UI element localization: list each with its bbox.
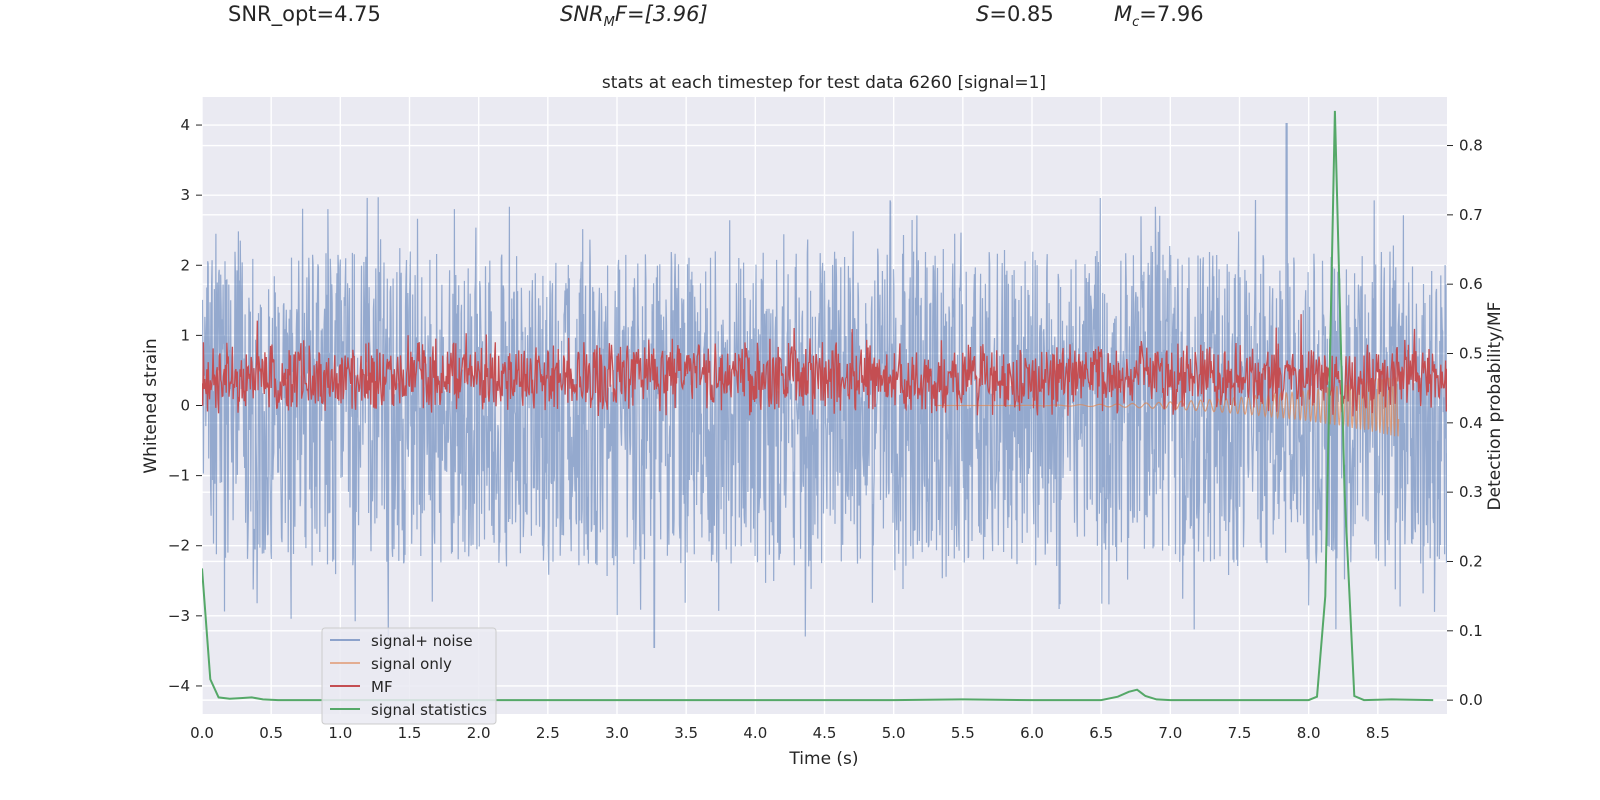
x-tick-label: 8.0 <box>1297 724 1321 742</box>
legend-label-stat: signal statistics <box>371 701 487 719</box>
y2-tick-label: 0.5 <box>1459 345 1483 363</box>
y-tick-label: 4 <box>180 116 190 134</box>
x-tick-label: 6.0 <box>1020 724 1044 742</box>
y2-tick-label: 0.0 <box>1459 691 1483 709</box>
legend-label-mf: MF <box>371 678 393 696</box>
s-symbol: S <box>976 2 990 26</box>
s-label: S=0.85 <box>976 2 1054 26</box>
series-signal-noise <box>202 123 1447 648</box>
mc-label: Mc=7.96 <box>1114 2 1204 30</box>
legend: signal+ noise signal only MF signal stat… <box>321 627 497 725</box>
x-tick-label: 2.5 <box>536 724 560 742</box>
x-tick-label: 7.0 <box>1158 724 1182 742</box>
chart-title: stats at each timestep for test data 626… <box>602 73 1046 93</box>
x-tick-label: 5.5 <box>951 724 975 742</box>
series-signal-only <box>935 376 1400 437</box>
y-tick-label: 2 <box>180 256 190 274</box>
series-layer <box>202 110 1447 702</box>
x-tick-label: 6.5 <box>1089 724 1113 742</box>
axes: 0.0 0.5 1.0 1.5 2.0 2.5 3.0 3.5 4.0 4.5 5.0 5.5 6.0 6… <box>168 116 1483 742</box>
y-axis-label: Whitened strain <box>141 338 161 473</box>
y-tick-label: −2 <box>168 537 190 555</box>
x-tick-label: 3.5 <box>674 724 698 742</box>
series-mf <box>202 314 1447 417</box>
x-axis-label: Time (s) <box>788 749 858 769</box>
y2-axis-label: Detection probability/MF <box>1485 302 1505 511</box>
legend-label-signal: signal only <box>371 655 452 673</box>
series-signal-statistics <box>202 110 1434 702</box>
x-tick-label: 1.0 <box>328 724 352 742</box>
x-tick-label: 4.0 <box>743 724 767 742</box>
snr-mf-value: F=[3.96] <box>614 2 708 26</box>
y-tick-label: −4 <box>168 677 190 695</box>
snr-mf-subscript: M <box>603 15 615 31</box>
mc-subscript: c <box>1132 15 1140 31</box>
y2-tick-label: 0.8 <box>1459 137 1483 155</box>
x-tick-label: 2.0 <box>467 724 491 742</box>
legend-label-noise: signal+ noise <box>371 632 473 650</box>
y2-tick-label: 0.6 <box>1459 275 1483 293</box>
x-tick-label: 5.0 <box>882 724 906 742</box>
x-tick-label: 0.5 <box>259 724 283 742</box>
y2-tick-label: 0.7 <box>1459 206 1483 224</box>
snr-mf-symbol: SNR <box>560 2 604 26</box>
legend-box <box>321 627 497 725</box>
s-value: =0.85 <box>989 2 1054 26</box>
y-tick-label: 3 <box>180 186 190 204</box>
x-tick-label: 3.0 <box>605 724 629 742</box>
y-tick-label: −3 <box>168 607 190 625</box>
snr-opt-label: SNR_opt=4.75 <box>228 2 381 26</box>
y2-tick-label: 0.3 <box>1459 483 1483 501</box>
mc-symbol: M <box>1114 2 1133 26</box>
x-tick-label: 7.5 <box>1228 724 1252 742</box>
y2-tick-label: 0.1 <box>1459 622 1483 640</box>
x-tick-label: 1.5 <box>398 724 422 742</box>
y2-tick-label: 0.4 <box>1459 414 1483 432</box>
y-tick-label: −1 <box>168 467 190 485</box>
x-tick-label: 4.5 <box>813 724 837 742</box>
x-tick-label: 8.5 <box>1366 724 1390 742</box>
x-tick-label: 0.0 <box>190 724 214 742</box>
y2-tick-label: 0.2 <box>1459 552 1483 570</box>
mc-value: =7.96 <box>1139 2 1204 26</box>
snr-mf-label: SNRMF=[3.96] <box>560 2 708 30</box>
y-tick-label: 1 <box>180 326 190 344</box>
y-tick-label: 0 <box>180 397 190 415</box>
